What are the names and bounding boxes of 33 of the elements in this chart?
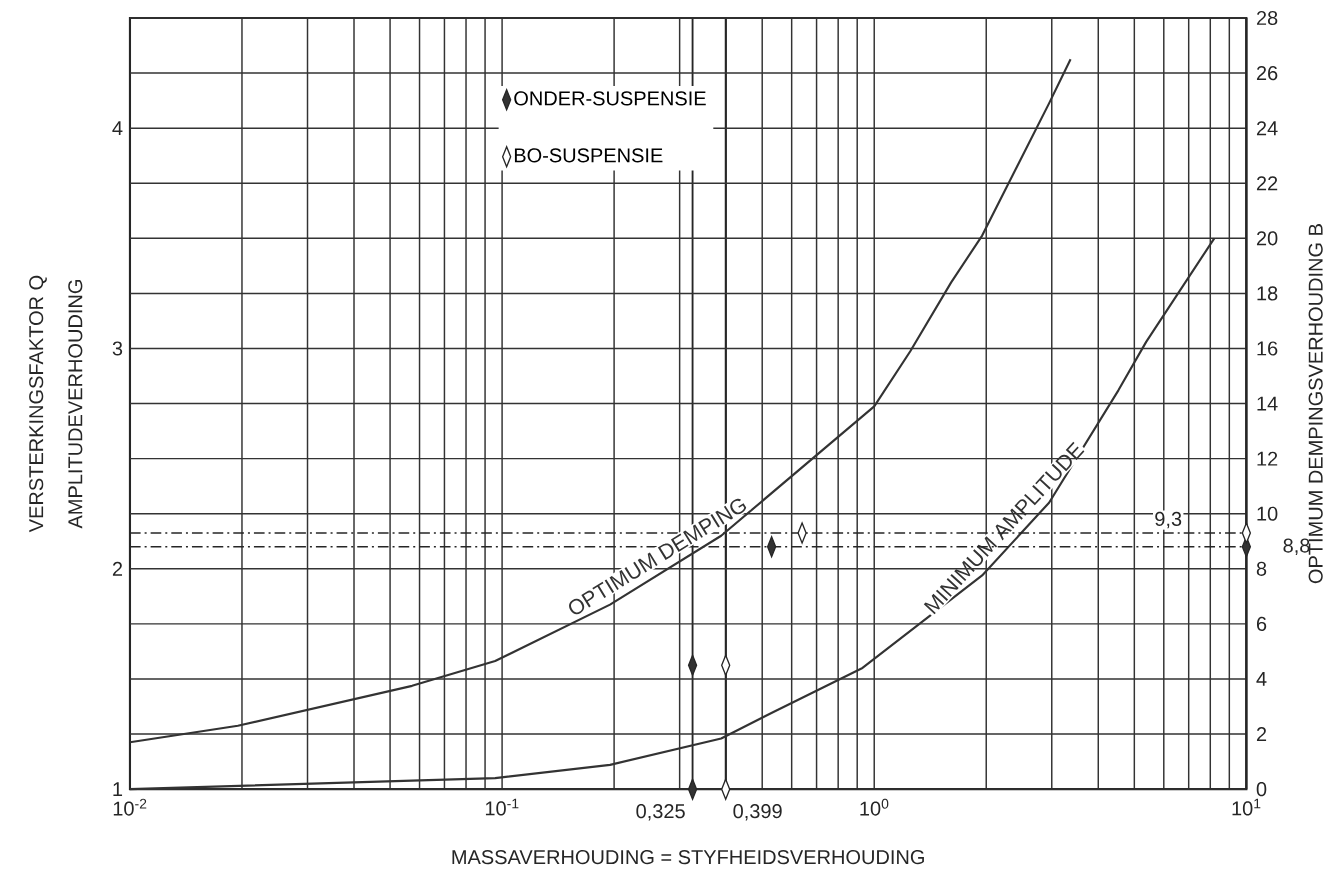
y2-tick-label: 20 xyxy=(1256,231,1278,246)
y-tick-label: 2 xyxy=(112,561,123,576)
x-tick-label: 10$^{1}$ xyxy=(1232,798,1261,816)
y2-tick-label: 28 xyxy=(1256,10,1278,26)
y2-tick-label: 22 xyxy=(1256,176,1278,191)
y-tick-label: 3 xyxy=(112,341,123,356)
y2-tick-label: 14 xyxy=(1257,396,1278,411)
x-tick-label: 10$^{-2}$ xyxy=(113,798,147,816)
x-tick-label: 10$^{0}$ xyxy=(860,798,889,816)
y2-tick-label: 6 xyxy=(1256,616,1267,632)
y2-tick-label: 26 xyxy=(1256,66,1278,81)
y2-tick-label: 0 xyxy=(1256,782,1267,797)
y2-tick-label: 4 xyxy=(1256,672,1267,686)
y2-tick-label: 18 xyxy=(1257,286,1278,301)
y2-tick-label: 8 xyxy=(1256,561,1267,576)
y-tick-label: 4 xyxy=(112,121,123,136)
y-axis-title: VERSTERKINGSFAKTOR Q xyxy=(29,275,47,533)
y-tick-label: 1 xyxy=(113,782,123,797)
y2-tick-label: 24 xyxy=(1256,121,1278,136)
y2-tick-label: 16 xyxy=(1257,341,1278,356)
ref-line-label: 8,8 xyxy=(1283,538,1310,556)
legend-label: ONDER-SUSPENSIE xyxy=(514,91,706,106)
y2-tick-label: 2 xyxy=(1256,727,1267,742)
text: AMPLITUDEVERHOUDING xyxy=(68,280,83,529)
y2-axis-title: OPTIMUM DEMPINGSVERHOUDING B xyxy=(1308,224,1323,584)
legend-label: BO-SUSPENSIE xyxy=(514,148,663,163)
ref-line-label: 9,3 xyxy=(1155,511,1182,529)
y2-tick-label: 12 xyxy=(1257,451,1278,466)
y2-tick-label: 10 xyxy=(1257,506,1278,521)
ref-line-label: 0,325 xyxy=(636,804,685,821)
x-axis-title: MASSAVERHOUDING = STYFHEIDSVERHOUDING xyxy=(452,850,924,865)
ref-line-label: 0,399 xyxy=(733,804,782,821)
x-tick-label: 10$^{-1}$ xyxy=(485,798,519,816)
